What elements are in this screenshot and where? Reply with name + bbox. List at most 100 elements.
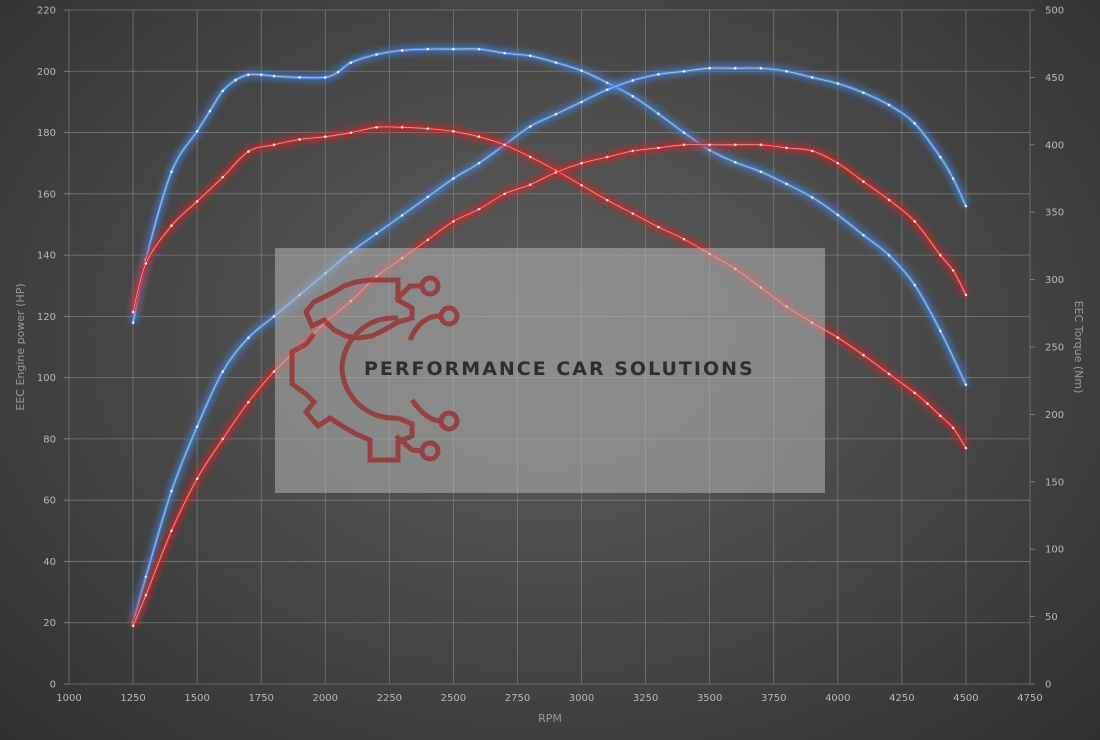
- data-point: [939, 253, 942, 257]
- x-tick-label: 1000: [56, 693, 81, 704]
- y-left-tick-label: 40: [43, 557, 56, 568]
- data-point: [247, 400, 250, 404]
- x-tick-label: 4250: [889, 693, 914, 704]
- data-point: [221, 437, 225, 441]
- data-point: [939, 414, 942, 418]
- data-point: [708, 66, 711, 70]
- data-point: [605, 88, 609, 91]
- x-tick-label: 1750: [248, 693, 273, 704]
- series-group: [128, 44, 970, 628]
- series-4: [128, 140, 970, 628]
- data-point: [528, 183, 532, 186]
- data-point: [503, 51, 506, 55]
- data-point: [836, 213, 840, 217]
- watermark: PERFORMANCE CAR SOLUTIONS: [275, 248, 825, 493]
- data-point: [144, 262, 148, 265]
- data-point: [862, 91, 865, 95]
- y-right-axis-title: EEC Torque (Nm): [1072, 301, 1085, 394]
- y-left-axis-title: EEC Engine power (HP): [14, 283, 27, 410]
- data-point: [426, 47, 430, 51]
- data-point: [836, 82, 840, 85]
- data-point: [131, 321, 135, 325]
- y-left-tick-label: 0: [50, 680, 56, 691]
- data-point: [810, 149, 814, 153]
- data-point: [708, 143, 711, 147]
- data-point: [682, 143, 686, 147]
- data-point: [131, 624, 135, 628]
- x-tick-label: 2500: [441, 693, 466, 704]
- data-point: [836, 161, 840, 165]
- y-left-tick-label: 200: [37, 67, 56, 78]
- data-point: [298, 76, 301, 79]
- y-left-tick-label: 20: [43, 618, 56, 629]
- data-point: [631, 212, 635, 215]
- data-point: [964, 293, 968, 297]
- data-point: [477, 47, 481, 51]
- y-left-tick-label: 100: [37, 373, 56, 384]
- y-right-tick-label: 150: [1045, 477, 1064, 488]
- x-tick-label: 2750: [505, 693, 530, 704]
- data-point: [298, 138, 301, 141]
- data-point: [221, 370, 225, 373]
- data-point: [682, 69, 686, 73]
- y-right-tick-label: 300: [1045, 275, 1064, 286]
- data-point: [554, 112, 558, 116]
- x-axis-title: RPM: [538, 712, 562, 725]
- data-point: [477, 161, 481, 165]
- data-point: [605, 81, 609, 85]
- x-tick-label: 2250: [377, 693, 402, 704]
- data-point: [452, 130, 455, 133]
- data-point: [323, 135, 327, 139]
- data-point: [375, 53, 378, 56]
- data-point: [349, 61, 353, 64]
- data-point: [170, 529, 173, 533]
- data-point: [452, 220, 455, 223]
- data-point: [580, 161, 583, 165]
- data-point: [400, 49, 404, 52]
- data-point: [400, 125, 404, 129]
- data-point: [349, 131, 353, 134]
- data-point: [195, 130, 199, 133]
- data-point: [247, 73, 250, 77]
- y-left-tick-label: 160: [37, 189, 56, 200]
- x-tick-label: 3750: [761, 693, 786, 704]
- data-point: [336, 70, 340, 74]
- data-point: [631, 149, 635, 153]
- y-right-tick-label: 250: [1045, 343, 1064, 354]
- x-tick-label: 3250: [633, 693, 658, 704]
- data-point: [785, 69, 788, 73]
- data-point: [657, 73, 660, 76]
- plot-frame: 0 50 100 150 200 250 300 350 400 450 500: [64, 6, 1064, 691]
- data-point: [810, 76, 814, 79]
- data-point: [708, 148, 711, 152]
- data-point: [170, 224, 173, 227]
- x-tick-label: 1500: [184, 693, 209, 704]
- data-point: [208, 109, 212, 113]
- data-point: [887, 254, 891, 257]
- data-point: [554, 61, 558, 64]
- data-point: [964, 383, 968, 387]
- y-right-tick-label: 100: [1045, 545, 1064, 556]
- data-point: [939, 155, 942, 159]
- data-point: [759, 143, 763, 147]
- data-point: [195, 477, 199, 481]
- data-point: [503, 143, 506, 147]
- y-right-tick-label: 0: [1045, 680, 1051, 691]
- data-point: [862, 180, 865, 183]
- data-point: [810, 196, 814, 199]
- data-point: [657, 146, 660, 150]
- data-point: [580, 100, 583, 104]
- series-1: [128, 44, 970, 387]
- data-point: [554, 171, 558, 174]
- data-point: [964, 446, 968, 450]
- data-point: [477, 207, 481, 211]
- data-point: [913, 122, 916, 125]
- data-point: [528, 125, 532, 128]
- data-point: [939, 329, 942, 333]
- data-point: [887, 372, 891, 376]
- series-highlight: [132, 67, 967, 623]
- gear-circuit-logo-icon: [289, 275, 460, 463]
- y-right-tick-label: 200: [1045, 410, 1064, 421]
- data-point: [913, 220, 916, 223]
- data-point: [272, 315, 276, 318]
